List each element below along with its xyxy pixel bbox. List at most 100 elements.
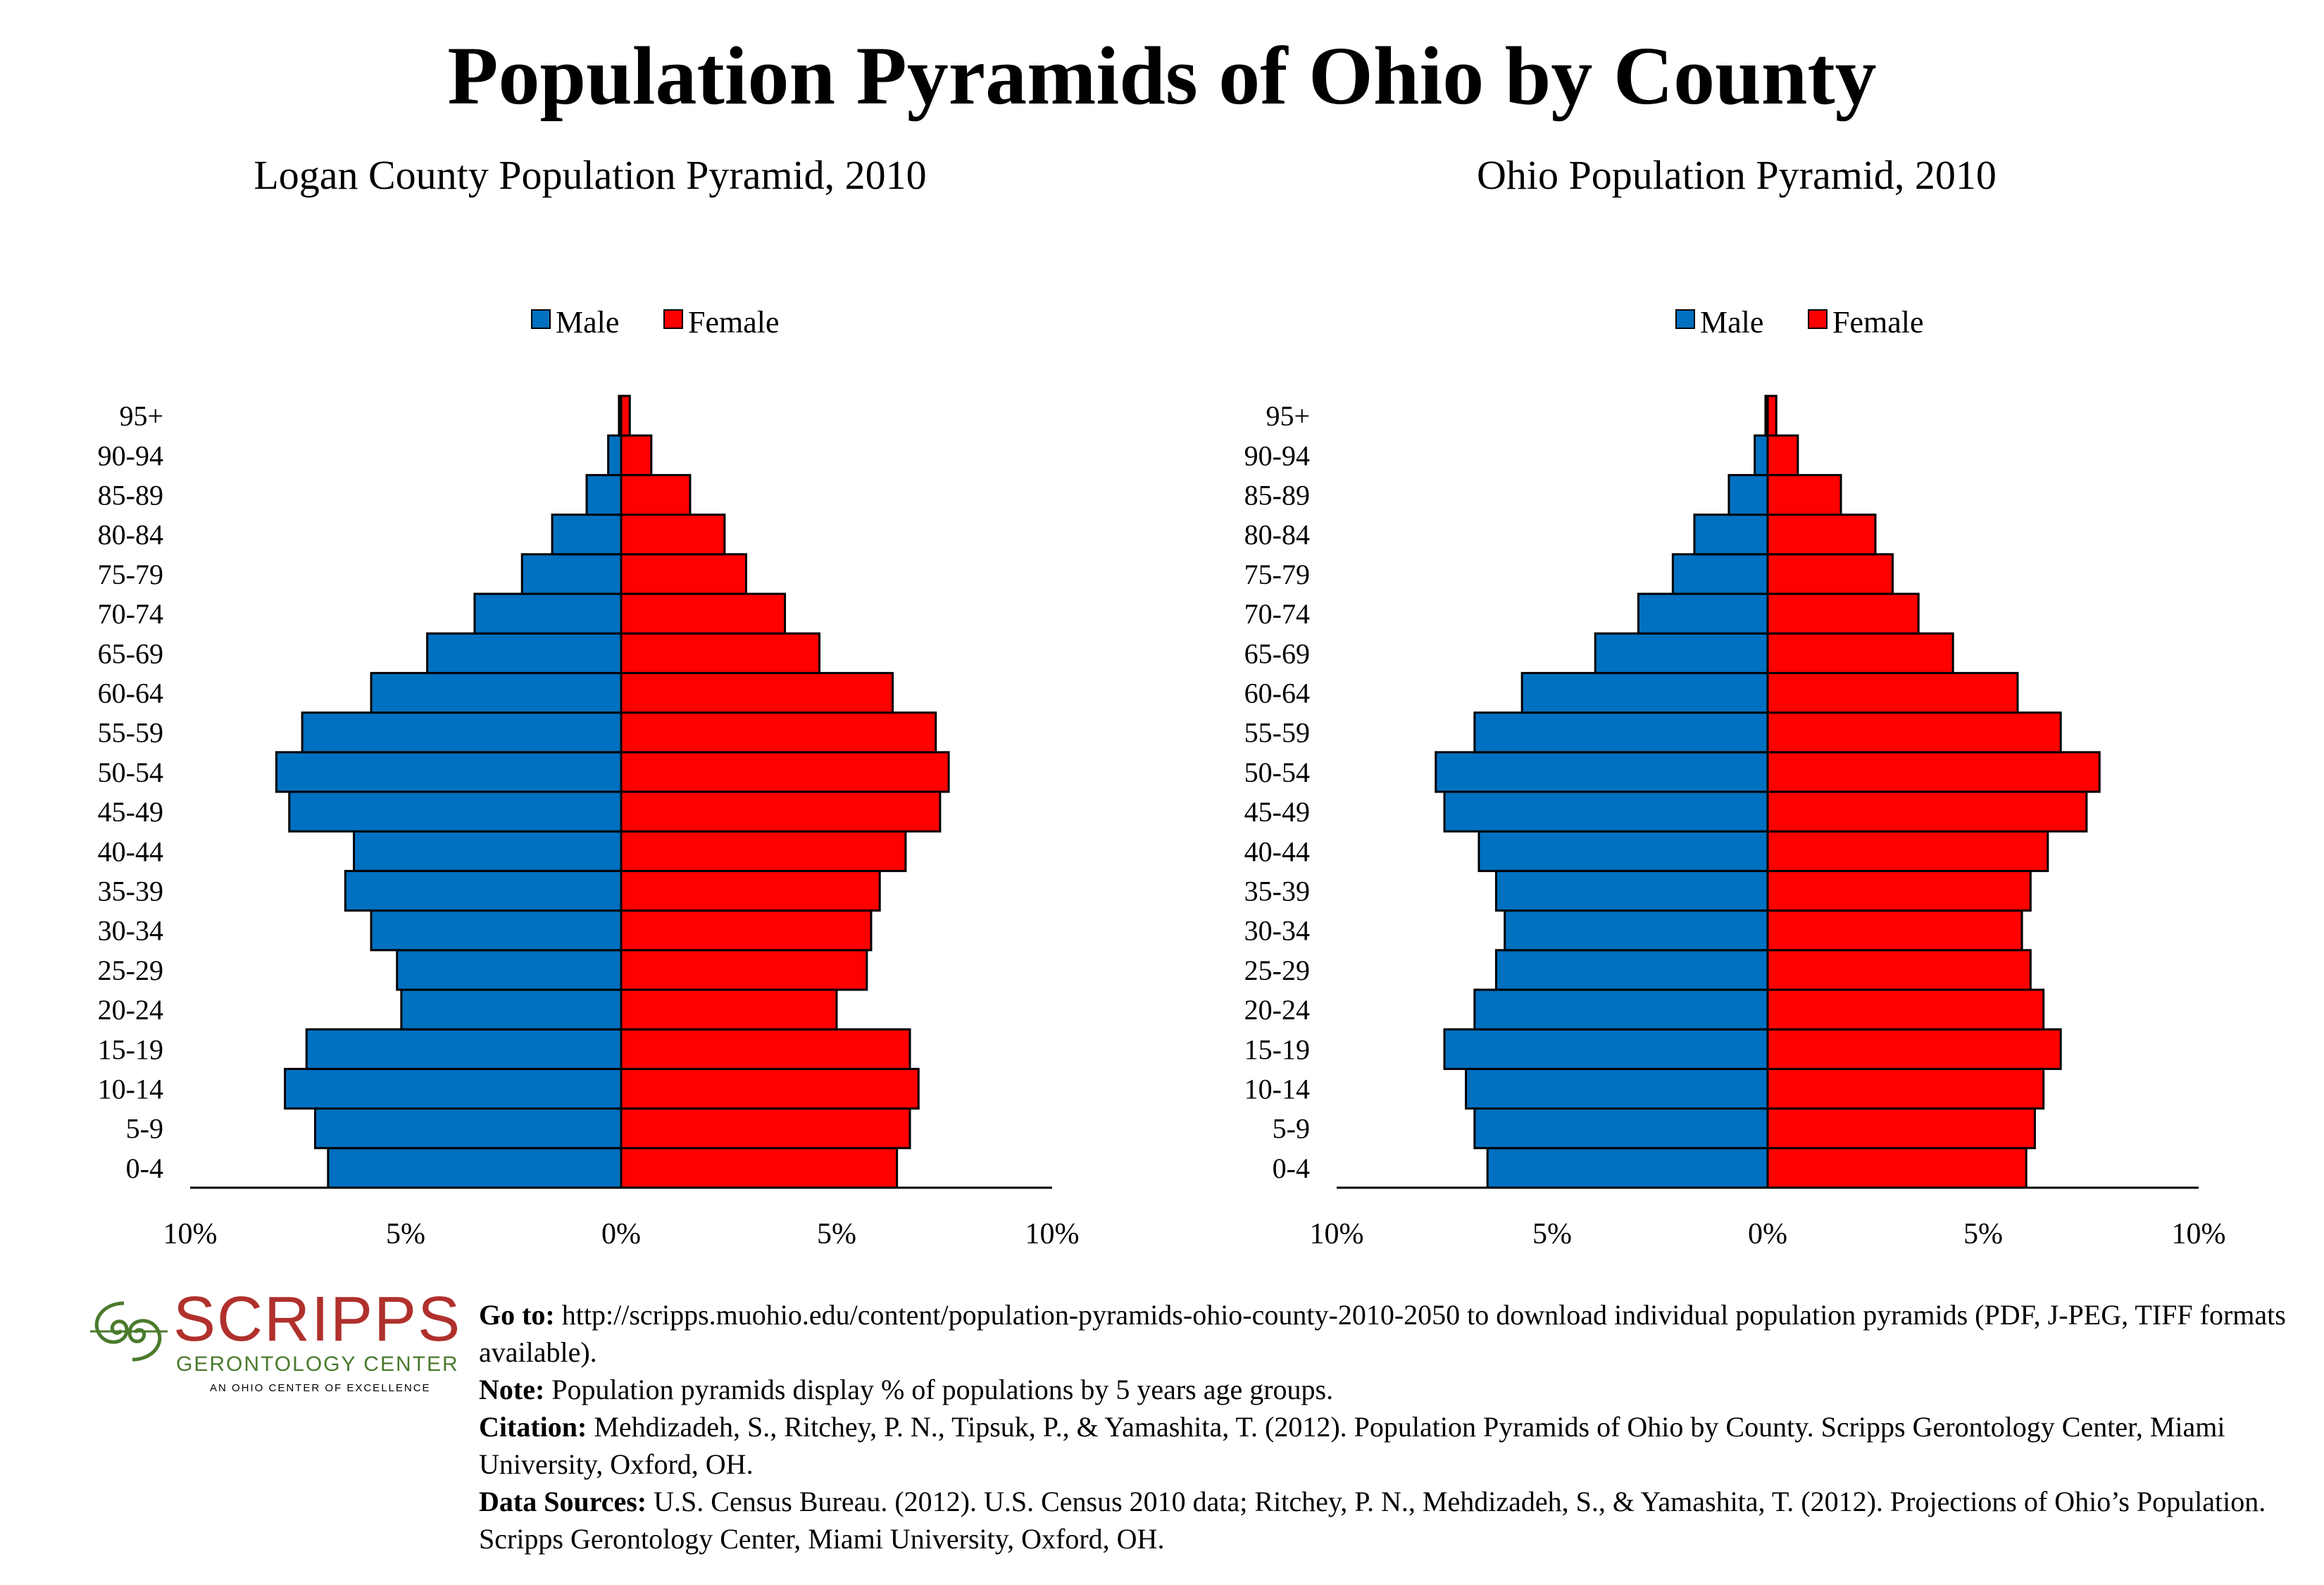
bar-male bbox=[396, 949, 623, 991]
bar-female bbox=[1766, 592, 1920, 635]
age-group-label: 40-44 bbox=[98, 835, 163, 867]
age-group-label: 35-39 bbox=[1244, 876, 1310, 907]
bar-female bbox=[620, 553, 747, 595]
bar-male bbox=[344, 869, 623, 912]
age-group-label: 70-74 bbox=[1244, 598, 1310, 630]
bar-male bbox=[1465, 1067, 1769, 1110]
x-tick-label: 5% bbox=[1532, 1218, 1572, 1250]
bar-female bbox=[1766, 1067, 2045, 1110]
bar-female bbox=[1766, 1028, 2062, 1070]
bar-female bbox=[1766, 671, 2019, 714]
bar-male bbox=[288, 790, 623, 833]
bar-female bbox=[1766, 632, 1954, 674]
age-group-label: 20-24 bbox=[98, 994, 163, 1026]
citation-label: Citation: bbox=[479, 1411, 587, 1443]
bar-male bbox=[1671, 553, 1769, 595]
age-group-label: 45-49 bbox=[98, 796, 163, 828]
x-tick-label: 5% bbox=[386, 1218, 425, 1250]
bar-male bbox=[1494, 949, 1769, 991]
bar-female bbox=[620, 949, 868, 991]
age-group-label: 10-14 bbox=[1244, 1074, 1310, 1105]
bar-male bbox=[370, 909, 623, 952]
bar-female bbox=[620, 1147, 899, 1189]
bar-female bbox=[1766, 988, 2045, 1031]
bar-female bbox=[1766, 869, 2032, 912]
bar-male bbox=[400, 988, 623, 1031]
bar-male bbox=[1728, 473, 1769, 516]
x-tick-label: 10% bbox=[163, 1218, 218, 1250]
age-group-label: 60-64 bbox=[98, 678, 163, 709]
age-group-label: 95+ bbox=[1266, 400, 1310, 432]
x-tick-label: 0% bbox=[1748, 1218, 1787, 1250]
age-group-label: 20-24 bbox=[1244, 994, 1310, 1026]
age-group-label: 85-89 bbox=[1244, 480, 1310, 511]
bar-male bbox=[1520, 671, 1769, 714]
bar-male bbox=[426, 632, 623, 674]
bar-female bbox=[1766, 790, 2088, 833]
age-group-label: 0-4 bbox=[1273, 1152, 1310, 1184]
bar-male bbox=[284, 1067, 623, 1110]
bar-male bbox=[327, 1147, 623, 1189]
age-group-label: 95+ bbox=[119, 400, 163, 432]
age-group-label: 80-84 bbox=[98, 519, 163, 551]
bar-male bbox=[370, 671, 623, 714]
bar-male bbox=[1504, 909, 1769, 952]
age-group-label: 10-14 bbox=[98, 1074, 163, 1105]
citation-line: Citation: Mehdizadeh, S., Ritchey, P. N.… bbox=[479, 1408, 2310, 1483]
source-notes: Go to: http://scripps.muohio.edu/content… bbox=[479, 1296, 2310, 1558]
legend-swatch-female bbox=[663, 309, 683, 329]
age-group-label: 70-74 bbox=[98, 598, 163, 630]
legend-swatch-female bbox=[1808, 309, 1828, 329]
logo-tagline: AN OHIO CENTER OF EXCELLENCE bbox=[210, 1382, 431, 1394]
goto-link-text[interactable]: http://scripps.muohio.edu/content/popula… bbox=[479, 1299, 2286, 1368]
bar-female bbox=[1766, 1107, 2036, 1150]
bar-female bbox=[1766, 394, 1778, 437]
age-group-label: 80-84 bbox=[1244, 519, 1310, 551]
bar-female bbox=[1766, 473, 1842, 516]
age-group-label: 5-9 bbox=[1273, 1113, 1310, 1145]
bar-male bbox=[313, 1107, 623, 1150]
bar-female bbox=[620, 751, 950, 793]
age-group-label: 55-59 bbox=[1244, 717, 1310, 749]
legend-label-male: Male bbox=[1700, 305, 1763, 340]
bar-female bbox=[620, 473, 692, 516]
sources-line: Data Sources: U.S. Census Bureau. (2012)… bbox=[479, 1483, 2310, 1558]
note-line: Note: Population pyramids display % of p… bbox=[479, 1371, 2310, 1408]
bar-female bbox=[1766, 830, 2049, 872]
sources-text: U.S. Census Bureau. (2012). U.S. Census … bbox=[479, 1486, 2266, 1555]
legend-label-female: Female bbox=[1832, 305, 1924, 340]
bar-male bbox=[305, 1028, 623, 1070]
bar-male bbox=[1443, 1028, 1769, 1070]
spiral-logo-icon bbox=[90, 1301, 168, 1362]
legend-label-male: Male bbox=[556, 305, 619, 340]
age-group-label: 65-69 bbox=[1244, 638, 1310, 669]
bar-female bbox=[620, 1067, 920, 1110]
bar-male bbox=[1473, 1107, 1769, 1150]
age-group-label: 5-9 bbox=[126, 1113, 163, 1145]
legend-swatch-male bbox=[531, 309, 551, 329]
page-title: Population Pyramids of Ohio by County bbox=[447, 30, 1877, 122]
age-group-label: 45-49 bbox=[1244, 796, 1310, 828]
bar-male bbox=[1754, 434, 1769, 476]
bar-female bbox=[620, 514, 726, 556]
age-group-label: 55-59 bbox=[98, 717, 163, 749]
bar-female bbox=[620, 909, 873, 952]
bar-male bbox=[551, 514, 623, 556]
bar-female bbox=[620, 711, 937, 754]
bar-male bbox=[275, 751, 623, 793]
age-group-label: 75-79 bbox=[98, 559, 163, 590]
bar-female bbox=[620, 790, 942, 833]
bar-female bbox=[620, 632, 821, 674]
x-tick-label: 5% bbox=[817, 1218, 856, 1250]
bar-male bbox=[1486, 1147, 1769, 1189]
bar-female bbox=[620, 671, 894, 714]
bar-male bbox=[1494, 869, 1769, 912]
age-group-label: 75-79 bbox=[1244, 559, 1310, 590]
x-tick-label: 5% bbox=[1963, 1218, 2003, 1250]
x-tick-label: 10% bbox=[1025, 1218, 1080, 1250]
bar-male bbox=[301, 711, 623, 754]
age-group-label: 25-29 bbox=[98, 955, 163, 986]
goto-note: Go to: http://scripps.muohio.edu/content… bbox=[479, 1296, 2310, 1371]
bar-female bbox=[1766, 514, 1877, 556]
bar-female bbox=[620, 592, 787, 635]
